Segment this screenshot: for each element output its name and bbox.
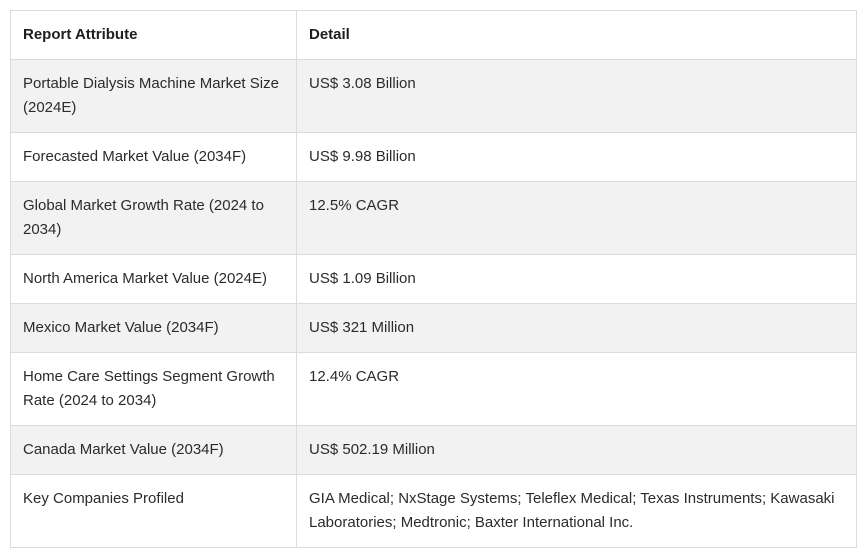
table-row: North America Market Value (2024E) US$ 1… (10, 254, 857, 304)
table-row: Portable Dialysis Machine Market Size (2… (10, 59, 857, 133)
table-row: Key Companies Profiled GIA Medical; NxSt… (10, 474, 857, 548)
row-detail: US$ 321 Million (296, 303, 857, 353)
row-detail: 12.4% CAGR (296, 352, 857, 426)
header-report-attribute: Report Attribute (10, 10, 297, 60)
row-attribute: Home Care Settings Segment Growth Rate (… (10, 352, 297, 426)
table-row: Home Care Settings Segment Growth Rate (… (10, 352, 857, 426)
row-attribute: Global Market Growth Rate (2024 to 2034) (10, 181, 297, 255)
row-detail: 12.5% CAGR (296, 181, 857, 255)
row-attribute: Mexico Market Value (2034F) (10, 303, 297, 353)
row-attribute: Forecasted Market Value (2034F) (10, 132, 297, 182)
row-detail: US$ 502.19 Million (296, 425, 857, 475)
table-row: Forecasted Market Value (2034F) US$ 9.98… (10, 132, 857, 182)
row-attribute: Canada Market Value (2034F) (10, 425, 297, 475)
row-detail: US$ 9.98 Billion (296, 132, 857, 182)
row-attribute: North America Market Value (2024E) (10, 254, 297, 304)
row-attribute: Key Companies Profiled (10, 474, 297, 548)
row-detail: US$ 1.09 Billion (296, 254, 857, 304)
report-attributes-table-container: Report Attribute Detail Portable Dialysi… (10, 10, 857, 548)
row-detail: US$ 3.08 Billion (296, 59, 857, 133)
table-header-row: Report Attribute Detail (10, 10, 857, 60)
table-row: Global Market Growth Rate (2024 to 2034)… (10, 181, 857, 255)
report-attributes-table: Report Attribute Detail Portable Dialysi… (10, 10, 857, 548)
table-row: Mexico Market Value (2034F) US$ 321 Mill… (10, 303, 857, 353)
table-row: Canada Market Value (2034F) US$ 502.19 M… (10, 425, 857, 475)
header-detail: Detail (296, 10, 857, 60)
row-attribute: Portable Dialysis Machine Market Size (2… (10, 59, 297, 133)
row-detail: GIA Medical; NxStage Systems; Teleflex M… (296, 474, 857, 548)
